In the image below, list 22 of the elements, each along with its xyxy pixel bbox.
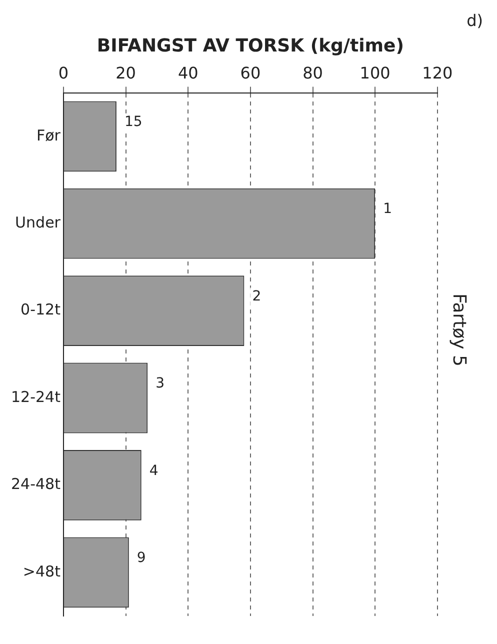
y-tick-label: 12-24t: [11, 388, 61, 406]
annotation: 15: [124, 114, 142, 130]
annotation: 2: [252, 288, 262, 304]
annotation: 1: [383, 201, 392, 218]
y-tick-label: Før: [36, 126, 62, 144]
x-tick-label: 60: [240, 63, 261, 82]
annotation: 3: [156, 376, 165, 392]
x-tick-label: 100: [360, 63, 390, 82]
x-tick-label: 80: [302, 63, 323, 82]
text: Fartøy 5: [448, 293, 470, 367]
x-tick-label: 20: [116, 63, 136, 82]
y-tick-label: 24-48t: [11, 475, 61, 494]
annotation: 4: [149, 462, 158, 479]
y-tick-label: Under: [15, 213, 62, 232]
annotation: 9: [136, 550, 146, 566]
x-tick-label: 0: [58, 63, 69, 82]
text: d): [466, 11, 483, 30]
x-axis-title: BIFANGST AV TORSK (kg/time): [96, 35, 404, 56]
x-tick-label: 120: [422, 63, 453, 82]
y-tick-label: 0-12t: [20, 300, 61, 319]
x-tick-label: 40: [178, 63, 198, 82]
y-tick-label: >48t: [22, 562, 61, 580]
